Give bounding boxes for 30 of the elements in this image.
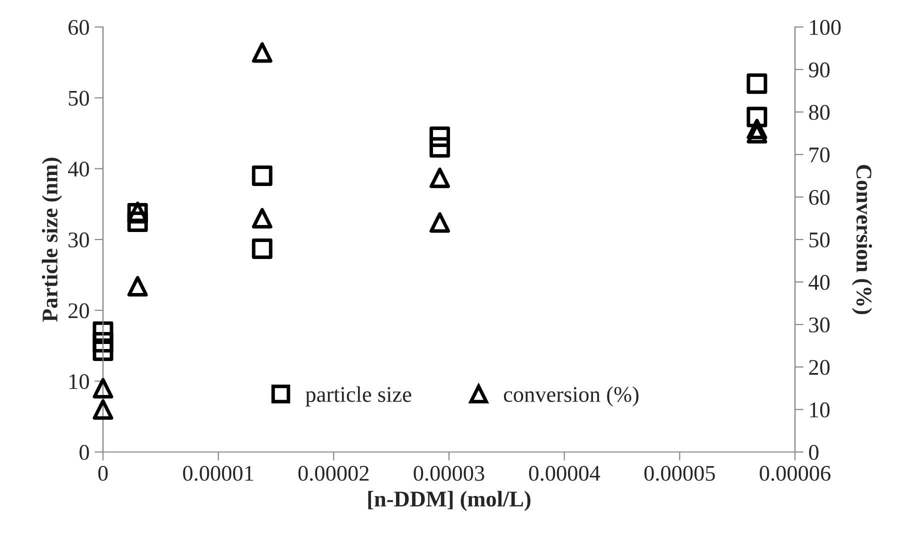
- y2-tick-label: 40: [808, 274, 830, 290]
- y-tick-label: 40: [68, 162, 89, 177]
- y2-tick-label: 20: [809, 360, 830, 375]
- legend-label: conversion (%): [504, 386, 638, 406]
- y2-tick-label: 100: [810, 20, 841, 35]
- y2-tick-label: 50: [809, 232, 830, 248]
- y2-tick-label: 10: [810, 402, 830, 418]
- y2-tick-label: 60: [809, 190, 830, 205]
- y-tick-label: 0: [80, 444, 89, 460]
- x-tick-label: 0.00006: [760, 466, 830, 481]
- y2-tick-label: 30: [809, 317, 830, 332]
- y2-tick-label: 0: [809, 444, 818, 460]
- y-axis-title: Particle size (nm): [42, 158, 62, 322]
- y-tick-label: 10: [70, 374, 89, 390]
- y2-tick-label: 80: [809, 104, 830, 120]
- x-axis-title: [n-DDM] (mol/L): [368, 490, 530, 512]
- legend-label: particle size: [306, 386, 412, 406]
- y-tick-label: 60: [68, 20, 89, 35]
- x-tick-label: 0.00005: [644, 466, 715, 481]
- y-tick-label: 20: [68, 303, 89, 318]
- y2-tick-label: 70: [810, 147, 830, 162]
- y2-axis-title: Conversion (%): [852, 164, 872, 314]
- x-tick-label: 0.00004: [529, 466, 600, 481]
- y-tick-label: 30: [68, 232, 89, 248]
- y2-tick-label: 90: [808, 62, 830, 78]
- x-tick-label: 0.00003: [414, 466, 484, 481]
- x-tick-label: 0.00002: [298, 466, 369, 481]
- x-tick-label: 0.00001: [183, 466, 254, 481]
- y-tick-label: 50: [68, 90, 89, 106]
- x-tick-label: 0: [98, 466, 108, 481]
